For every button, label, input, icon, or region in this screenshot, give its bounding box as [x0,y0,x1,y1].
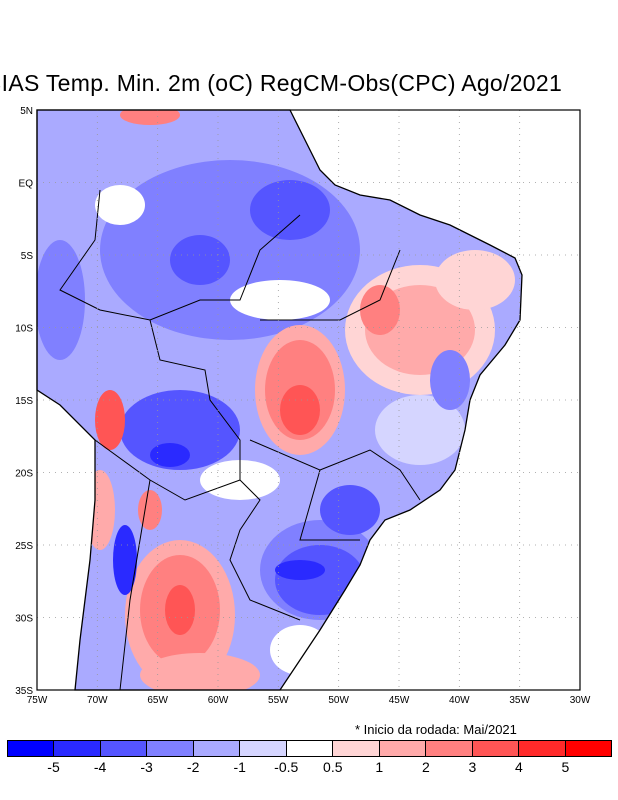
colorbar-label: -0.5 [274,759,299,775]
colorbar-label: 5 [561,759,570,775]
colorbar-label: -2 [186,759,200,775]
lon-tick-label: 70W [87,695,108,706]
lon-tick-label: 60W [208,695,229,706]
lon-tick-label: 35W [509,695,530,706]
lat-tick-label: EQ [19,179,34,190]
lat-tick-label: 15S [15,396,33,407]
lon-tick-label: 30W [570,695,591,706]
lon-tick-label: 40W [449,695,470,706]
lon-tick-label: 55W [268,695,289,706]
colorbar [7,740,612,757]
colorbar-swatch [472,741,520,756]
map-frame [36,109,581,691]
grid-lines [37,110,580,690]
lat-tick-label: 20S [15,469,33,480]
colorbar-swatch [100,741,148,756]
lat-axis: 5N EQ 5S 10S 15S 20S 25S 30S 35S [15,106,33,697]
lat-tick-label: 30S [15,614,33,625]
lat-tick-label: 35S [15,686,33,697]
lat-tick-label: 25S [15,541,33,552]
bias-field [37,110,522,690]
colorbar-label: 3 [468,759,477,775]
colorbar-swatch [333,741,380,756]
colorbar-swatch [240,741,287,756]
colorbar-swatch [379,741,427,756]
lon-tick-label: 75W [27,695,48,706]
colorbar-label: -3 [140,759,153,775]
colorbar-swatch [519,741,566,756]
lon-tick-label: 50W [328,695,349,706]
map-title: BIAS Temp. Min. 2m (oC) RegCM-Obs(CPC) A… [0,70,563,96]
lon-axis: 75W 70W 65W 60W 55W 50W 45W 40W 35W 30W [27,695,591,706]
colorbar-swatch [426,741,473,756]
run-start-note: * Inicio da rodada: Mai/2021 [355,722,517,737]
colorbar-label: -5 [47,759,60,775]
colorbar-swatch [8,741,55,756]
colorbar-swatch [54,741,101,756]
lat-tick-label: 10S [15,324,33,335]
lon-tick-label: 45W [389,695,410,706]
lat-tick-label: 5N [20,106,33,117]
colorbar-label: 4 [515,759,523,775]
colorbar-swatch [286,741,334,756]
colorbar-swatch [147,741,194,756]
colorbar-label: 2 [421,759,430,775]
country-borders [59,189,421,691]
colorbar-label: -4 [93,759,107,775]
colorbar-swatch [193,741,241,756]
bias-map: 75W 70W 65W 60W 55W 50W 45W 40W 35W 30W 5N EQ 5S 10S… [15,106,591,706]
colorbar-label: 0.5 [323,759,343,775]
lat-tick-label: 5S [21,251,34,262]
colorbar-label: 1 [375,759,384,775]
colorbar-swatch [565,741,612,756]
lon-tick-label: 65W [147,695,168,706]
colorbar-label: -1 [233,759,246,775]
